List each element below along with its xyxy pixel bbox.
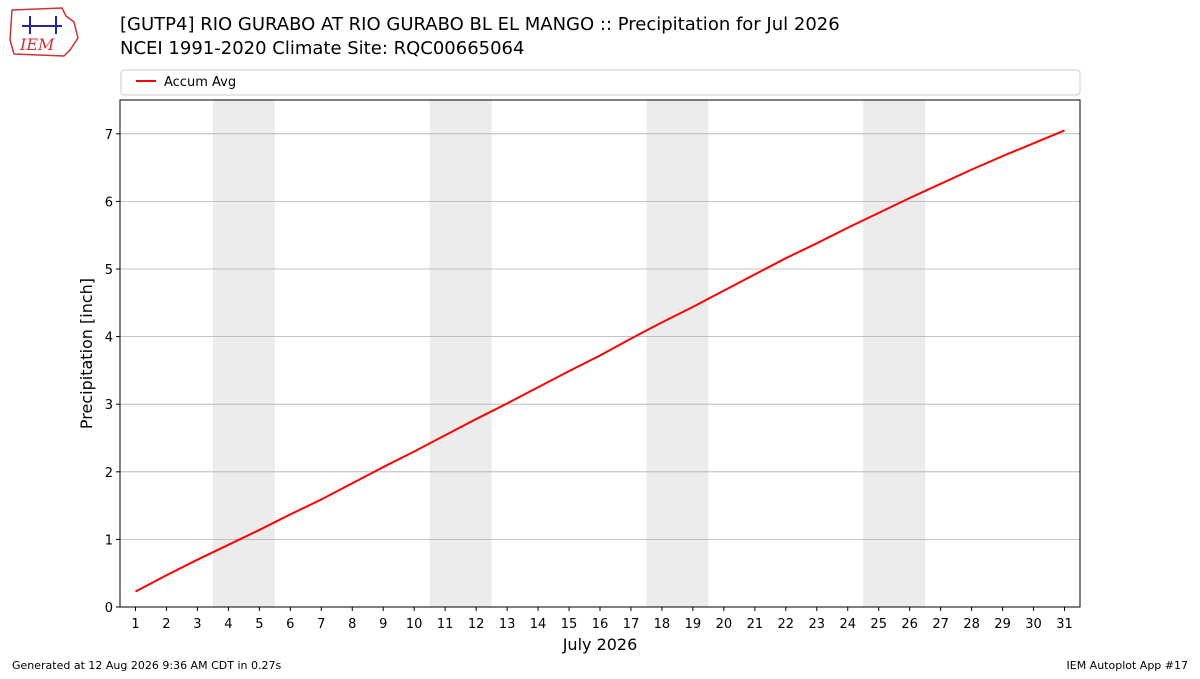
x-tick-label: 27 [932, 617, 949, 632]
footer-left: Generated at 12 Aug 2026 9:36 AM CDT in … [12, 659, 281, 672]
chart-title: [GUTP4] RIO GURABO AT RIO GURABO BL EL M… [120, 14, 840, 35]
x-tick-label: 5 [255, 617, 263, 632]
x-tick-label: 28 [963, 617, 980, 632]
x-tick-label: 2 [162, 617, 170, 632]
logo-text: IEM [19, 35, 55, 54]
y-tick-label: 7 [105, 128, 113, 143]
x-tick-label: 4 [224, 617, 232, 632]
data-line [135, 129, 1065, 593]
x-tick-label: 1 [131, 617, 139, 632]
x-axis-label: July 2026 [562, 635, 638, 654]
x-tick-label: 23 [809, 617, 826, 632]
x-tick-label: 22 [778, 617, 795, 632]
x-tick-label: 19 [685, 617, 702, 632]
x-tick-label: 10 [406, 617, 423, 632]
y-tick-label: 3 [105, 398, 113, 413]
x-tick-label: 25 [870, 617, 887, 632]
x-tick-label: 16 [592, 617, 609, 632]
footer-right: IEM Autoplot App #17 [1067, 659, 1189, 672]
x-tick-label: 11 [437, 617, 454, 632]
x-tick-label: 17 [623, 617, 640, 632]
x-tick-label: 12 [468, 617, 485, 632]
x-tick-label: 8 [348, 617, 356, 632]
legend-box [120, 69, 1081, 96]
plot-frame [119, 99, 1081, 608]
x-tick-label: 20 [716, 617, 733, 632]
x-tick-label: 29 [994, 617, 1011, 632]
y-tick-label: 6 [105, 195, 113, 210]
y-tick-label: 0 [105, 601, 113, 616]
weekend-shade [863, 100, 926, 607]
y-tick-label: 4 [105, 331, 113, 346]
x-tick-label: 6 [286, 617, 294, 632]
y-tick-label: 5 [105, 263, 113, 278]
weekend-shade [646, 100, 709, 607]
x-tick-label: 18 [654, 617, 671, 632]
x-tick-label: 13 [499, 617, 516, 632]
weekend-shade [212, 100, 275, 607]
weekend-shade [429, 100, 492, 607]
logo: IEM [9, 7, 79, 57]
x-tick-label: 9 [379, 617, 387, 632]
x-tick-label: 21 [747, 617, 764, 632]
x-tick-label: 30 [1025, 617, 1042, 632]
y-tick-label: 1 [105, 533, 113, 548]
x-tick-label: 3 [193, 617, 201, 632]
x-tick-label: 15 [561, 617, 578, 632]
x-tick-label: 7 [317, 617, 325, 632]
x-tick-label: 24 [839, 617, 856, 632]
legend-label: Accum Avg [164, 75, 236, 90]
y-axis-label: Precipitation [inch] [77, 278, 96, 429]
chart-subtitle: NCEI 1991-2020 Climate Site: RQC00665064 [120, 38, 524, 59]
x-tick-label: 31 [1056, 617, 1073, 632]
x-tick-label: 26 [901, 617, 918, 632]
y-tick-label: 2 [105, 466, 113, 481]
x-tick-label: 14 [530, 617, 547, 632]
